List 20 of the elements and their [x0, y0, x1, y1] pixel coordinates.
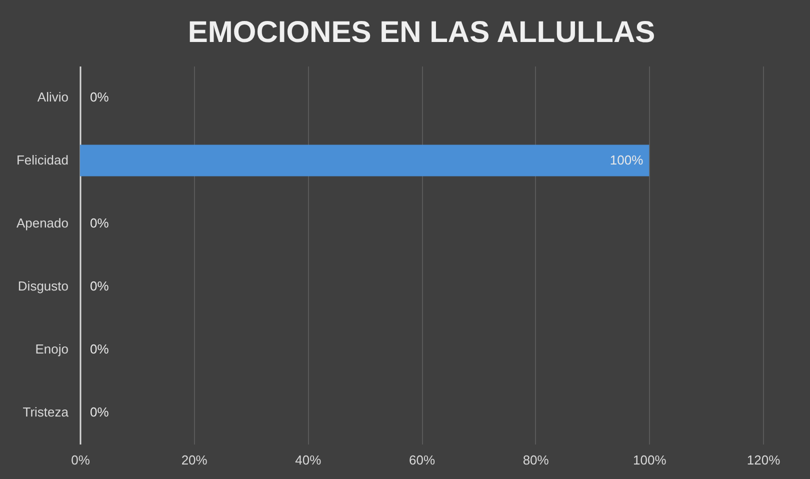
y-tick-label: Alivio	[37, 90, 68, 104]
x-tick-label: 80%	[522, 452, 550, 468]
x-tick-label: 20%	[181, 452, 208, 468]
data-label: 0%	[90, 216, 110, 230]
x-tick-label: 0%	[71, 452, 90, 468]
y-tick-label: Apenado	[16, 216, 68, 230]
y-tick-label: Felicidad	[16, 152, 68, 168]
y-tick-label: Tristeza	[22, 404, 70, 420]
chart-title: EMOCIONES EN LAS ALLULLAS	[188, 16, 656, 49]
data-label: 0%	[90, 404, 110, 420]
x-tick-label: 60%	[408, 452, 436, 468]
y-tick-label: Disgusto	[18, 278, 68, 294]
y-tick-label: Enojo	[35, 342, 68, 356]
x-tick-label: 40%	[295, 452, 322, 468]
data-label: 0%	[90, 278, 110, 294]
data-label: 0%	[90, 342, 110, 356]
data-label: 0%	[90, 90, 110, 104]
x-tick-label: 100%	[633, 452, 667, 468]
data-label: 100%	[610, 152, 644, 168]
x-tick-label: 120%	[746, 452, 781, 468]
